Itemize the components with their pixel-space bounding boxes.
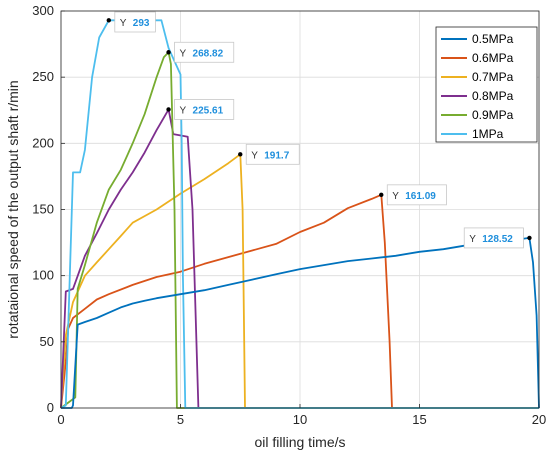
- x-tick-label: 10: [293, 412, 307, 427]
- datatip-prefix: Y: [120, 18, 127, 29]
- datatip-value: 191.7: [264, 150, 289, 161]
- datatip-marker: [379, 192, 384, 198]
- datatip-prefix: Y: [392, 191, 399, 202]
- series-line-0.8MPa: [60, 108, 539, 409]
- legend: 0.5MPa 0.6MPa 0.7MPa 0.8MPa 0.9MPa 1MPa: [435, 26, 538, 143]
- legend-entry: 1MPa: [472, 127, 504, 141]
- datatip-prefix: Y: [251, 150, 258, 161]
- datatip-marker: [166, 107, 171, 112]
- y-tick-label: 0: [47, 400, 54, 415]
- x-tick-label: 0: [57, 412, 64, 427]
- datatip-prefix: Y: [469, 234, 476, 245]
- datatip-marker: [166, 50, 171, 55]
- datatip-box: [463, 227, 524, 249]
- legend-entry: 0.9MPa: [472, 108, 514, 122]
- y-tick-label: 100: [32, 268, 54, 283]
- x-tick-label: 20: [532, 412, 546, 427]
- y-tick-label: 200: [32, 135, 54, 150]
- datatip-box: [386, 184, 447, 206]
- y-tick-label: 300: [32, 3, 54, 18]
- datatip-layer: Y 128.52 Y 161.09 Y 191.7 Y 225.61 Y 268.82 Y 293: [106, 11, 532, 249]
- series-line-0.9MPa: [60, 51, 539, 409]
- legend-entry: 0.6MPa: [472, 51, 514, 65]
- datatip-value: 128.52: [482, 234, 513, 245]
- legend-box: [435, 26, 538, 143]
- datatip-box: [174, 99, 235, 120]
- tick-marks: [60, 10, 540, 409]
- x-tick-label: 15: [412, 412, 426, 427]
- datatip-box: [245, 143, 300, 165]
- series-line-0.7MPa: [60, 153, 539, 409]
- x-tick-label: 5: [177, 412, 184, 427]
- x-axis-label: oil filling time/s: [254, 434, 345, 450]
- legend-entry: 0.5MPa: [472, 32, 514, 46]
- datatip-marker: [527, 235, 532, 241]
- y-tick-label: 50: [40, 334, 54, 349]
- datatip-value: 225.61: [193, 105, 224, 116]
- series-line-0.6MPa: [60, 193, 539, 409]
- datatip-box: [174, 41, 235, 63]
- datatip-prefix: Y: [180, 48, 187, 59]
- y-axis-label: rotataional speed of the output shaft r/…: [5, 80, 21, 338]
- datatip-value: 293: [133, 18, 150, 29]
- legend-entry: 0.8MPa: [472, 89, 514, 103]
- datatip-marker: [106, 18, 112, 23]
- datatip-value: 268.82: [193, 48, 224, 59]
- datatip-box: [114, 11, 156, 33]
- y-tick-label: 150: [32, 202, 54, 217]
- datatip-marker: [238, 152, 243, 157]
- datatip-value: 161.09: [405, 191, 436, 202]
- legend-entry: 0.7MPa: [472, 70, 514, 84]
- datatip-prefix: Y: [180, 105, 187, 116]
- y-tick-label: 250: [32, 69, 54, 84]
